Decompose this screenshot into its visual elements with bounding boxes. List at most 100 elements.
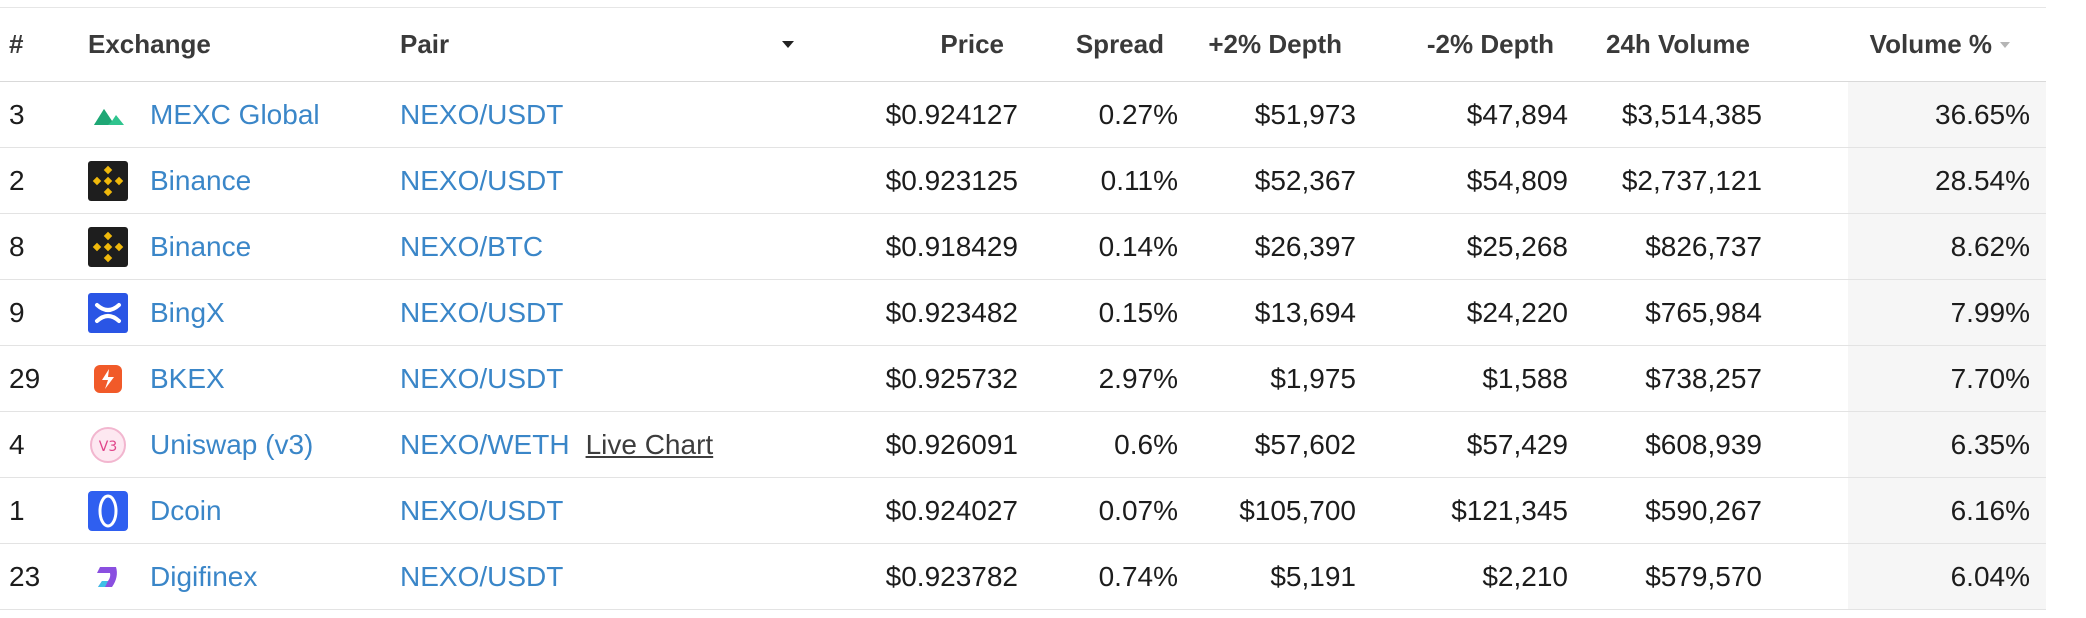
- pair-link[interactable]: NEXO/USDT: [400, 164, 564, 196]
- header-rank[interactable]: #: [9, 29, 24, 59]
- depth-plus-cell: $1,975: [1270, 362, 1356, 394]
- exchange-cell[interactable]: Binance: [88, 148, 251, 213]
- exchange-link[interactable]: Binance: [150, 230, 252, 262]
- rank-cell: 3: [9, 98, 25, 130]
- price-cell: $0.924027: [885, 494, 1018, 526]
- header-volume[interactable]: 24h Volume: [1605, 29, 1750, 59]
- exchange-link[interactable]: MEXC Global: [150, 98, 320, 130]
- exchange-link[interactable]: BKEX: [150, 362, 225, 394]
- mexc-logo-icon: [88, 95, 128, 135]
- depth-minus-cell: $121,345: [1451, 494, 1568, 526]
- table-row[interactable]: 2 Binance NEXO/USDT $0.923125 0.11% $52,…: [0, 148, 2046, 214]
- header-pair[interactable]: Pair: [400, 29, 450, 59]
- pair-cell: NEXO/USDT: [400, 346, 563, 411]
- pair-cell: NEXO/USDT: [400, 280, 563, 345]
- exchange-cell[interactable]: BingX: [88, 280, 225, 345]
- table-row[interactable]: 23 Digifinex NEXO/USDT $0.923782 0.74% $…: [0, 544, 2046, 610]
- pair-link[interactable]: NEXO/USDT: [400, 560, 564, 592]
- rank-cell: 23: [9, 560, 41, 592]
- table-row[interactable]: 9 BingX NEXO/USDT $0.923482 0.15% $13,69…: [0, 280, 2046, 346]
- table-row[interactable]: 29 BKEX NEXO/USDT $0.925732 2.97% $1,975…: [0, 346, 2046, 412]
- pair-link[interactable]: NEXO/USDT: [400, 494, 564, 526]
- pair-link[interactable]: NEXO/USDT: [400, 296, 564, 328]
- pair-link[interactable]: NEXO/USDT: [400, 98, 564, 130]
- table-row[interactable]: 1 Dcoin NEXO/USDT $0.924027 0.07% $105,7…: [0, 478, 2046, 544]
- exchange-cell[interactable]: V3 Uniswap (v3): [88, 412, 313, 477]
- depth-plus-cell: $105,700: [1239, 494, 1356, 526]
- depth-plus-cell: $26,397: [1254, 230, 1356, 262]
- rank-cell: 8: [9, 230, 25, 262]
- volume-cell: $2,737,121: [1621, 164, 1762, 196]
- depth-plus-cell: $5,191: [1270, 560, 1356, 592]
- exchange-cell[interactable]: Binance: [88, 214, 251, 279]
- depth-minus-cell: $24,220: [1466, 296, 1568, 328]
- table-row[interactable]: 8 Binance NEXO/BTC $0.918429 0.14% $26,3…: [0, 214, 2046, 280]
- depth-plus-cell: $57,602: [1254, 428, 1356, 460]
- header-exchange[interactable]: Exchange: [88, 29, 211, 59]
- volume-percent-cell: 6.04%: [1848, 544, 2046, 609]
- live-chart-link[interactable]: Live Chart: [585, 428, 714, 460]
- sort-desc-icon: [2000, 41, 2010, 48]
- depth-plus-cell: $13,694: [1254, 296, 1356, 328]
- price-cell: $0.923782: [885, 560, 1018, 592]
- markets-table: # Exchange Pair Price Spread +2% Depth -…: [0, 8, 2046, 610]
- spread-cell: 0.74%: [1098, 560, 1178, 592]
- volume-percent-cell: 7.70%: [1848, 346, 2046, 411]
- table-header-row: # Exchange Pair Price Spread +2% Depth -…: [0, 8, 2046, 82]
- header-depth-minus[interactable]: -2% Depth: [1426, 29, 1554, 59]
- price-cell: $0.923482: [885, 296, 1018, 328]
- exchange-cell[interactable]: BKEX: [88, 346, 225, 411]
- table-row[interactable]: 4 V3 Uniswap (v3) NEXO/WETH Live Chart $…: [0, 412, 2046, 478]
- header-depth-plus[interactable]: +2% Depth: [1208, 29, 1342, 59]
- volume-percent-cell: 36.65%: [1848, 82, 2046, 147]
- exchange-link[interactable]: Digifinex: [150, 560, 258, 592]
- header-spread[interactable]: Spread: [1075, 29, 1164, 59]
- exchange-link[interactable]: Dcoin: [150, 494, 222, 526]
- pair-cell: NEXO/USDT: [400, 148, 563, 213]
- uniswap-logo-icon: V3: [88, 425, 128, 465]
- header-price[interactable]: Price: [940, 29, 1004, 59]
- pair-cell: NEXO/WETH Live Chart: [400, 412, 713, 477]
- volume-percent-cell: 28.54%: [1848, 148, 2046, 213]
- header-volume-percent[interactable]: Volume %: [1848, 8, 2046, 81]
- table-body: 3 MEXC Global NEXO/USDT $0.924127 0.27% …: [0, 82, 2046, 610]
- rank-cell: 1: [9, 494, 25, 526]
- svg-text:V3: V3: [99, 439, 117, 455]
- volume-percent-cell: 7.99%: [1848, 280, 2046, 345]
- volume-cell: $608,939: [1645, 428, 1762, 460]
- rank-cell: 2: [9, 164, 25, 196]
- price-cell: $0.924127: [885, 98, 1018, 130]
- binance-logo-icon: [88, 160, 128, 201]
- price-cell: $0.925732: [885, 362, 1018, 394]
- volume-cell: $765,984: [1645, 296, 1762, 328]
- volume-cell: $579,570: [1645, 560, 1762, 592]
- pair-cell: NEXO/BTC: [400, 214, 543, 279]
- spread-cell: 0.15%: [1098, 296, 1178, 328]
- pair-link[interactable]: NEXO/USDT: [400, 362, 564, 394]
- exchange-link[interactable]: BingX: [150, 296, 225, 328]
- exchange-cell[interactable]: Dcoin: [88, 478, 222, 543]
- exchange-link[interactable]: Binance: [150, 164, 252, 196]
- spread-cell: 2.97%: [1098, 362, 1178, 394]
- pair-cell: NEXO/USDT: [400, 478, 563, 543]
- digifinex-logo-icon: [88, 557, 128, 597]
- volume-percent-cell: 8.62%: [1848, 214, 2046, 279]
- depth-minus-cell: $2,210: [1482, 560, 1568, 592]
- depth-minus-cell: $1,588: [1482, 362, 1568, 394]
- pair-link[interactable]: NEXO/WETH: [400, 428, 570, 460]
- depth-minus-cell: $47,894: [1466, 98, 1568, 130]
- pair-cell: NEXO/USDT: [400, 82, 563, 147]
- volume-cell: $738,257: [1645, 362, 1762, 394]
- pair-sort-dropdown-icon[interactable]: [782, 8, 794, 81]
- table-row[interactable]: 3 MEXC Global NEXO/USDT $0.924127 0.27% …: [0, 82, 2046, 148]
- volume-cell: $826,737: [1645, 230, 1762, 262]
- pair-link[interactable]: NEXO/BTC: [400, 230, 544, 262]
- volume-percent-cell: 6.16%: [1848, 478, 2046, 543]
- volume-percent-cell: 6.35%: [1848, 412, 2046, 477]
- depth-plus-cell: $51,973: [1254, 98, 1356, 130]
- spread-cell: 0.14%: [1098, 230, 1178, 262]
- exchange-cell[interactable]: MEXC Global: [88, 82, 320, 147]
- exchange-link[interactable]: Uniswap (v3): [150, 428, 314, 460]
- rank-cell: 29: [9, 362, 41, 394]
- exchange-cell[interactable]: Digifinex: [88, 544, 257, 609]
